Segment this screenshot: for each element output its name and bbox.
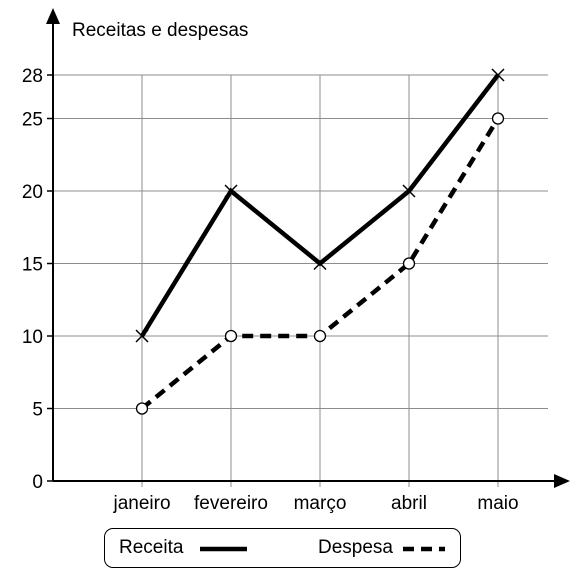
x-tick-labels: janeiro fevereiro março abril maio	[112, 493, 518, 514]
x-tick-label: janeiro	[112, 493, 170, 514]
series-markers	[135, 68, 505, 415]
data-point-despesa	[491, 112, 505, 125]
x-tick-label: maio	[477, 493, 518, 514]
x-tick-label: abril	[391, 493, 427, 514]
data-point-receita	[491, 68, 505, 82]
legend-swatch-receita	[200, 546, 247, 552]
x-tick-label: fevereiro	[194, 493, 268, 514]
data-point-despesa	[135, 402, 149, 415]
data-point-despesa	[224, 329, 238, 343]
legend-label-receita: Receita	[119, 537, 184, 558]
axes	[46, 8, 570, 488]
x-axis-arrow	[554, 474, 570, 488]
legend-swatch-despesa	[403, 546, 445, 552]
data-point-receita	[402, 184, 416, 198]
vertical-gridlines	[141, 75, 499, 487]
y-tick-label: 5	[32, 400, 43, 421]
legend: Receita Despesa	[104, 528, 461, 568]
y-tick-label: 25	[22, 110, 43, 131]
data-point-despesa	[402, 257, 416, 270]
y-axis-arrow	[46, 8, 60, 24]
y-tick-label: 15	[22, 255, 43, 276]
y-tick-label: 10	[22, 327, 43, 348]
data-point-receita	[313, 256, 327, 271]
y-tick-labels: 0 5 10 15 20 25 28	[22, 66, 43, 493]
y-axis-title: Receitas e despesas	[72, 20, 248, 41]
data-point-despesa	[313, 329, 327, 343]
data-point-receita	[135, 329, 149, 343]
legend-label-despesa: Despesa	[318, 537, 393, 558]
data-point-receita	[224, 184, 238, 198]
y-tick-label: 0	[32, 472, 43, 493]
y-tick-label: 20	[22, 182, 43, 203]
horizontal-gridlines	[47, 74, 548, 482]
x-tick-label: março	[294, 493, 347, 514]
y-tick-label: 28	[22, 66, 43, 87]
